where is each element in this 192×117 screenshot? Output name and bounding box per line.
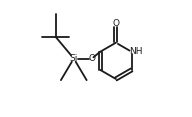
Text: NH: NH (129, 47, 143, 56)
Text: O: O (112, 19, 119, 28)
Text: O: O (88, 54, 95, 63)
Text: Si: Si (70, 54, 78, 63)
